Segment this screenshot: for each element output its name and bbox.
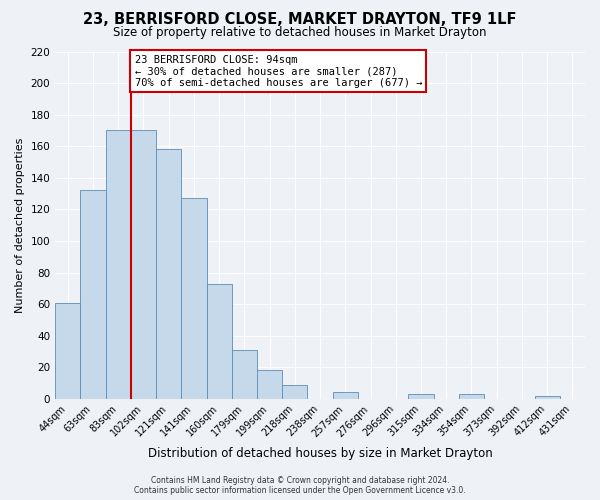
Bar	[232, 350, 257, 399]
Bar	[206, 284, 232, 399]
Bar	[156, 150, 181, 399]
Bar	[181, 198, 206, 399]
Bar	[332, 392, 358, 399]
Bar	[80, 190, 106, 399]
Bar	[106, 130, 131, 399]
Bar	[55, 302, 80, 399]
Bar	[257, 370, 282, 399]
Bar	[535, 396, 560, 399]
Bar	[409, 394, 434, 399]
Bar	[282, 384, 307, 399]
Bar	[459, 394, 484, 399]
Text: 23, BERRISFORD CLOSE, MARKET DRAYTON, TF9 1LF: 23, BERRISFORD CLOSE, MARKET DRAYTON, TF…	[83, 12, 517, 28]
Text: Contains HM Land Registry data © Crown copyright and database right 2024.
Contai: Contains HM Land Registry data © Crown c…	[134, 476, 466, 495]
X-axis label: Distribution of detached houses by size in Market Drayton: Distribution of detached houses by size …	[148, 447, 493, 460]
Text: Size of property relative to detached houses in Market Drayton: Size of property relative to detached ho…	[113, 26, 487, 39]
Bar	[131, 130, 156, 399]
Text: 23 BERRISFORD CLOSE: 94sqm
← 30% of detached houses are smaller (287)
70% of sem: 23 BERRISFORD CLOSE: 94sqm ← 30% of deta…	[134, 54, 422, 88]
Y-axis label: Number of detached properties: Number of detached properties	[15, 138, 25, 313]
